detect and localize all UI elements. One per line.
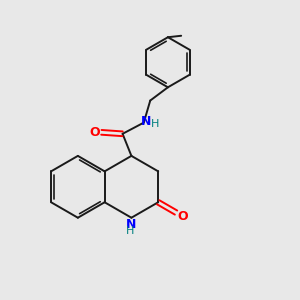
Text: O: O (90, 126, 100, 139)
Text: N: N (126, 218, 136, 231)
Text: H: H (126, 226, 134, 236)
Text: O: O (177, 210, 188, 223)
Text: N: N (141, 115, 151, 128)
Text: H: H (151, 119, 159, 129)
